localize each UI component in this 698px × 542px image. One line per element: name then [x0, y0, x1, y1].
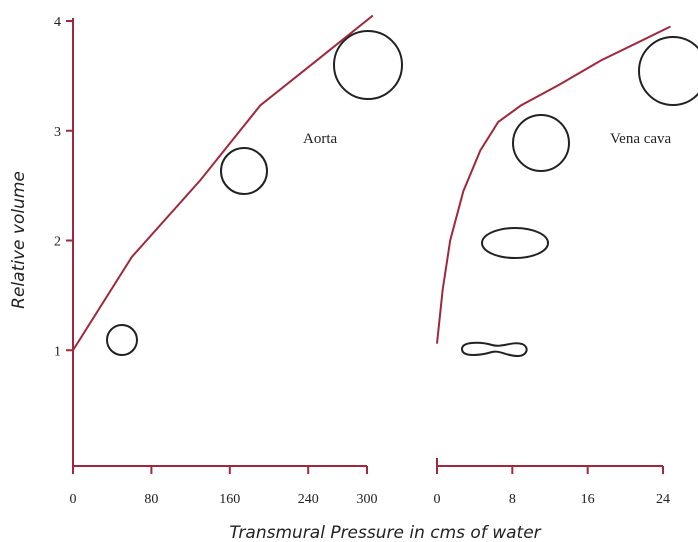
vessel-shape [462, 343, 527, 356]
series-label: Vena cava [610, 131, 672, 147]
x-tick-label: 8 [509, 492, 516, 507]
chart: Relative volume Transmural Pressure in c… [0, 0, 698, 542]
x-tick-label: 300 [357, 492, 378, 507]
vessel-shape [221, 148, 267, 194]
x-tick-label: 80 [144, 492, 158, 507]
vessel-shape [639, 37, 698, 105]
illustrations [107, 31, 698, 356]
x-tick-label: 0 [434, 492, 441, 507]
x-tick-label: 160 [219, 492, 240, 507]
page: {"chart_data": [ {"type": "line", "ylabe… [0, 0, 698, 542]
vessel-shape [513, 115, 569, 171]
y-tick-label: 1 [54, 344, 61, 359]
y-axis-label: Relative volume [9, 171, 29, 309]
y-tick-label: 3 [54, 125, 61, 140]
x-axis-label: Transmural Pressure in cms of water [229, 523, 541, 542]
x-tick-label: 24 [656, 492, 670, 507]
y-tick-label: 4 [54, 15, 61, 30]
series-label: Aorta [303, 131, 337, 147]
data-line [437, 26, 671, 343]
vessel-shape [482, 228, 548, 258]
data-line [73, 16, 373, 351]
x-tick-label: 0 [70, 492, 77, 507]
x-tick-label: 240 [298, 492, 319, 507]
x-tick-label: 16 [581, 492, 595, 507]
vessel-shape [107, 325, 137, 355]
y-tick-label: 2 [54, 235, 61, 250]
vessel-shape [334, 31, 402, 99]
